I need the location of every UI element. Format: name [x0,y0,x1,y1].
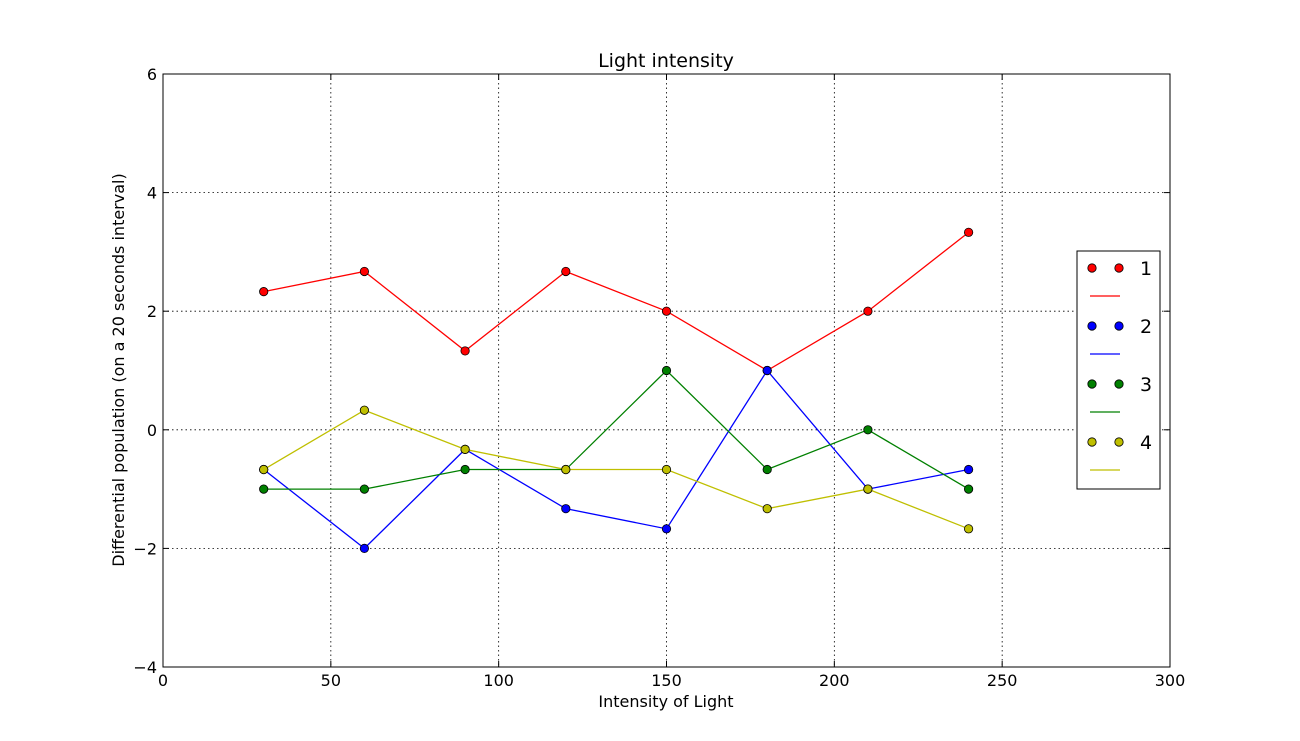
data-point [359,405,369,415]
data-point [963,524,974,534]
legend-marker [1087,263,1097,273]
axis-ticks: 0 50 100 150 200 250 300 −4 −2 0 2 4 6 [133,65,1185,690]
data-point [762,365,772,376]
legend: 1 2 3 4 [1076,250,1161,490]
data-point [460,346,470,356]
y-tick-label: 2 [147,302,157,321]
data-point [963,464,974,475]
data-point [460,444,470,454]
x-tick-label: 200 [819,671,850,690]
y-tick-label: 6 [147,65,157,84]
x-tick-label: 300 [1155,671,1186,690]
y-tick-label: −4 [133,658,157,677]
data-point [359,266,369,277]
series-2 [259,365,974,554]
legend-marker [1087,321,1097,331]
legend-marker [1114,263,1124,273]
x-tick-label: 250 [987,671,1018,690]
legend-marker [1114,321,1124,331]
x-tick-label: 100 [483,671,514,690]
y-axis-title: Differential population (on a 20 seconds… [109,173,128,566]
series-1 [259,227,974,376]
series-4 [259,405,974,534]
data-point [661,306,672,316]
y-tick-label: 4 [147,184,157,203]
data-point [863,484,873,494]
legend-label: 2 [1140,316,1152,338]
data-point [661,464,672,475]
data-point [661,524,672,534]
data-point [963,227,974,237]
legend-marker [1087,379,1097,389]
y-tick-label: −2 [133,539,157,558]
data-point [259,464,269,475]
series-line [263,231,970,372]
legend-label: 4 [1140,432,1152,454]
x-tick-label: 50 [321,671,341,690]
data-point [762,504,772,514]
x-axis-title: Intensity of Light [598,692,733,711]
data-point [561,504,571,514]
data-point [359,484,369,494]
legend-box [1076,250,1161,490]
legend-marker [1114,379,1124,389]
data-point [863,425,873,435]
data-point [661,365,672,376]
data-point [762,464,772,475]
legend-label: 1 [1140,258,1152,280]
legend-label: 3 [1140,374,1152,396]
x-tick-label: 150 [651,671,682,690]
y-tick-label: 0 [147,421,157,440]
series-line [263,369,969,550]
data-point [561,266,571,277]
legend-marker [1087,437,1097,447]
data-point [561,464,571,475]
data-point [963,484,974,494]
chart-title: Light intensity [598,50,734,72]
x-tick-label: 0 [158,671,168,690]
data-point [359,543,369,554]
series-layer [259,227,974,554]
series-line [263,369,969,490]
data-point [863,306,873,316]
legend-marker [1114,437,1124,447]
series-line [263,409,969,530]
data-point [460,464,470,475]
data-point [259,484,269,494]
data-point [259,287,269,297]
